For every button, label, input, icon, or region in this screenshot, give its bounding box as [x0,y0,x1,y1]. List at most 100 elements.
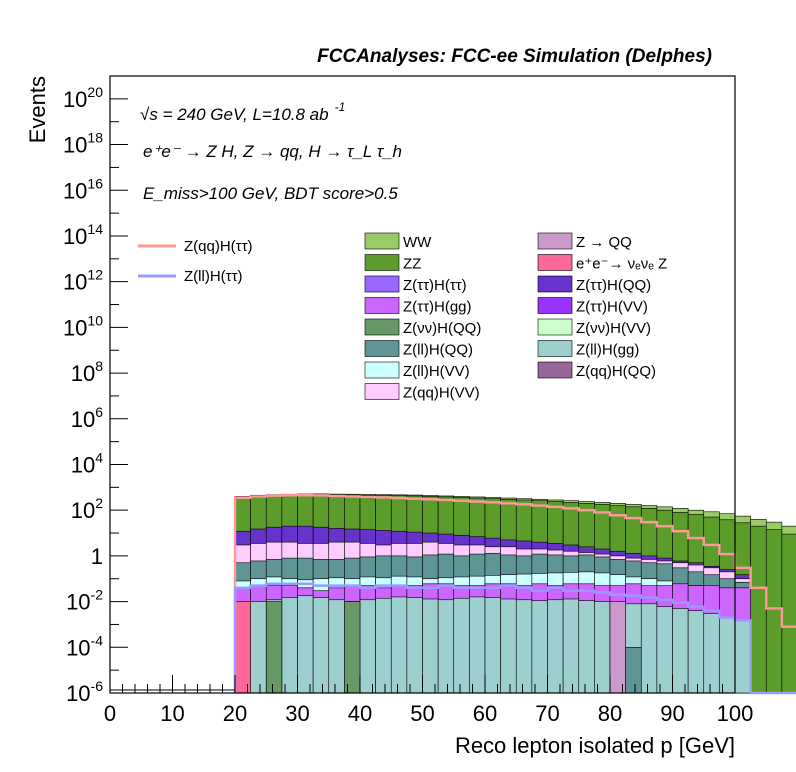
legend-swatch [364,340,400,357]
legend-label: Z(ll)H(QQ) [403,342,473,359]
legend-label: Z(ττ)H(QQ) [576,277,651,294]
legend-swatch [364,275,400,293]
x-tick-label: 100 [717,701,754,726]
legend-label: Z(ττ)H(gg) [403,299,472,316]
bar-Z(ll)H(gg) [437,599,455,694]
bar-Z(ll)H(gg) [281,597,298,694]
bar-Z(ll)H(gg) [422,598,439,694]
bar-Z(ll)H(gg) [500,598,517,694]
x-tick-label: 40 [348,701,372,726]
legend-swatch [537,254,573,271]
x-tick-label: 90 [660,701,684,726]
legend: Z(qq)H(ττ) Z(ll)H(ττ) WW Z → QQ ZZ e⁺e⁻→ νₑνₑ… [138,232,667,402]
x-tick-label: 70 [535,701,559,726]
spike-bar [265,601,283,694]
legend-label: WW [403,234,432,251]
y-tick-label: 104 [71,449,103,477]
x-tick-label: 10 [160,701,184,726]
legend-label: Z(ll)H(ττ) [184,268,243,285]
bar-ZZ [750,525,767,694]
bar-Z(ll)H(gg) [375,597,392,694]
bar-Z(ll)H(gg) [297,595,314,694]
legend-swatch [364,297,400,314]
bar-Z(ll)H(gg) [687,610,705,694]
energy-text: √s = 240 GeV, L=10.8 ab [140,105,329,124]
x-tick-label: 30 [285,701,309,726]
y-tick-label: 10-4 [66,632,103,660]
y-tick-label: 1020 [63,84,103,112]
y-tick-label: 108 [71,358,103,386]
legend-swatch [537,275,573,293]
energy-sup: -1 [335,100,346,114]
y-tick-label: 10-2 [66,587,103,615]
x-tick-label: 80 [598,701,622,726]
bar-Z(ll)H(gg) [531,600,548,694]
legend-swatch [364,254,400,271]
x-tick-label: 50 [410,701,434,726]
bar-Z(ll)H(gg) [562,598,580,694]
selection-annotation: E_miss>100 GeV, BDT score>0.5 [143,184,398,203]
legend-label: Z(ll)H(gg) [576,342,639,359]
legend-label: Z → QQ [576,234,632,251]
y-tick-label: 1012 [63,267,103,295]
y-tick-label: 10-6 [66,678,103,706]
y-axis-ticks: 10-6 10-4 10-2 1 102 104 106 108 1010 1012 1014 101… [63,75,128,706]
bar-Z(ll)H(gg) [515,599,533,694]
x-tick-label: 60 [473,701,497,726]
process-annotation: e⁺e⁻ → Z H, Z → qq, H → τ_L τ_h [143,142,402,161]
legend-swatch [537,361,573,379]
legend-label: Z(νν)H(QQ) [403,320,481,337]
y-axis-label: Events [25,76,50,143]
y-tick-label: 1 [91,544,103,569]
x-axis-ticks: 0 10 20 30 40 50 60 70 80 90 100 [104,675,753,726]
legend-swatch [537,318,573,336]
legend-label: Z(ττ)H(ττ) [403,277,467,294]
legend-label: Z(ll)H(VV) [403,363,470,380]
stack-Z(ll)H(gg) [234,595,751,694]
bar-Z(ll)H(gg) [703,613,720,694]
bar-Z(ll)H(gg) [656,606,673,694]
legend-swatch [364,383,400,400]
chart-header: FCCAnalyses: FCC-ee Simulation (Delphes) [317,46,712,67]
bar-Z(ll)H(gg) [719,617,736,694]
legend-swatch [537,297,573,314]
y-tick-label: 1014 [63,221,103,249]
legend-swatch [364,232,400,250]
legend-label: ZZ [403,256,421,273]
bar-ZZ [781,533,796,694]
spike-bar [609,601,626,694]
spike-bar [344,601,361,694]
legend-label: Z(qq)H(QQ) [576,363,656,380]
histogram-stack [234,493,796,694]
bar-Z(ll)H(gg) [250,601,267,694]
line-Z(qq)H(ττ) [233,494,796,693]
bar-Z(ll)H(gg) [359,599,376,694]
bar-Z(ll)H(gg) [547,599,564,694]
bar-Z(ll)H(gg) [312,597,330,694]
line-Z(ll)H(ττ) [233,582,796,695]
legend-swatch [364,361,400,379]
energy-annotation: √s = 240 GeV, L=10.8 ab -1 [140,100,345,124]
legend-label: Z(νν)H(VV) [576,320,651,337]
legend-label: Z(qq)H(ττ) [184,238,253,255]
x-tick-label: 0 [104,701,116,726]
bar-Z(ll)H(gg) [453,597,470,694]
bar-Z(ll)H(gg) [734,620,751,694]
legend-label: e⁺e⁻→ νₑνₑ Z [576,256,667,273]
spike-bars [234,601,642,694]
bar-Z(ll)H(gg) [328,599,345,694]
bar-Z(ll)H(gg) [469,596,486,694]
y-tick-label: 102 [71,495,103,523]
legend-label: Z(qq)H(VV) [403,385,480,402]
bar-Z(ll)H(gg) [484,597,501,694]
legend-swatch [364,318,400,336]
bar-Z(ll)H(gg) [578,600,595,694]
y-tick-label: 106 [71,404,103,432]
spike-bar [625,646,642,694]
x-axis-label: Reco lepton isolated p [GeV] [455,733,735,758]
x-tick-label: 20 [223,701,247,726]
y-tick-label: 1016 [63,175,103,203]
legend-swatch [537,232,573,250]
bar-Z(ll)H(gg) [594,601,611,694]
